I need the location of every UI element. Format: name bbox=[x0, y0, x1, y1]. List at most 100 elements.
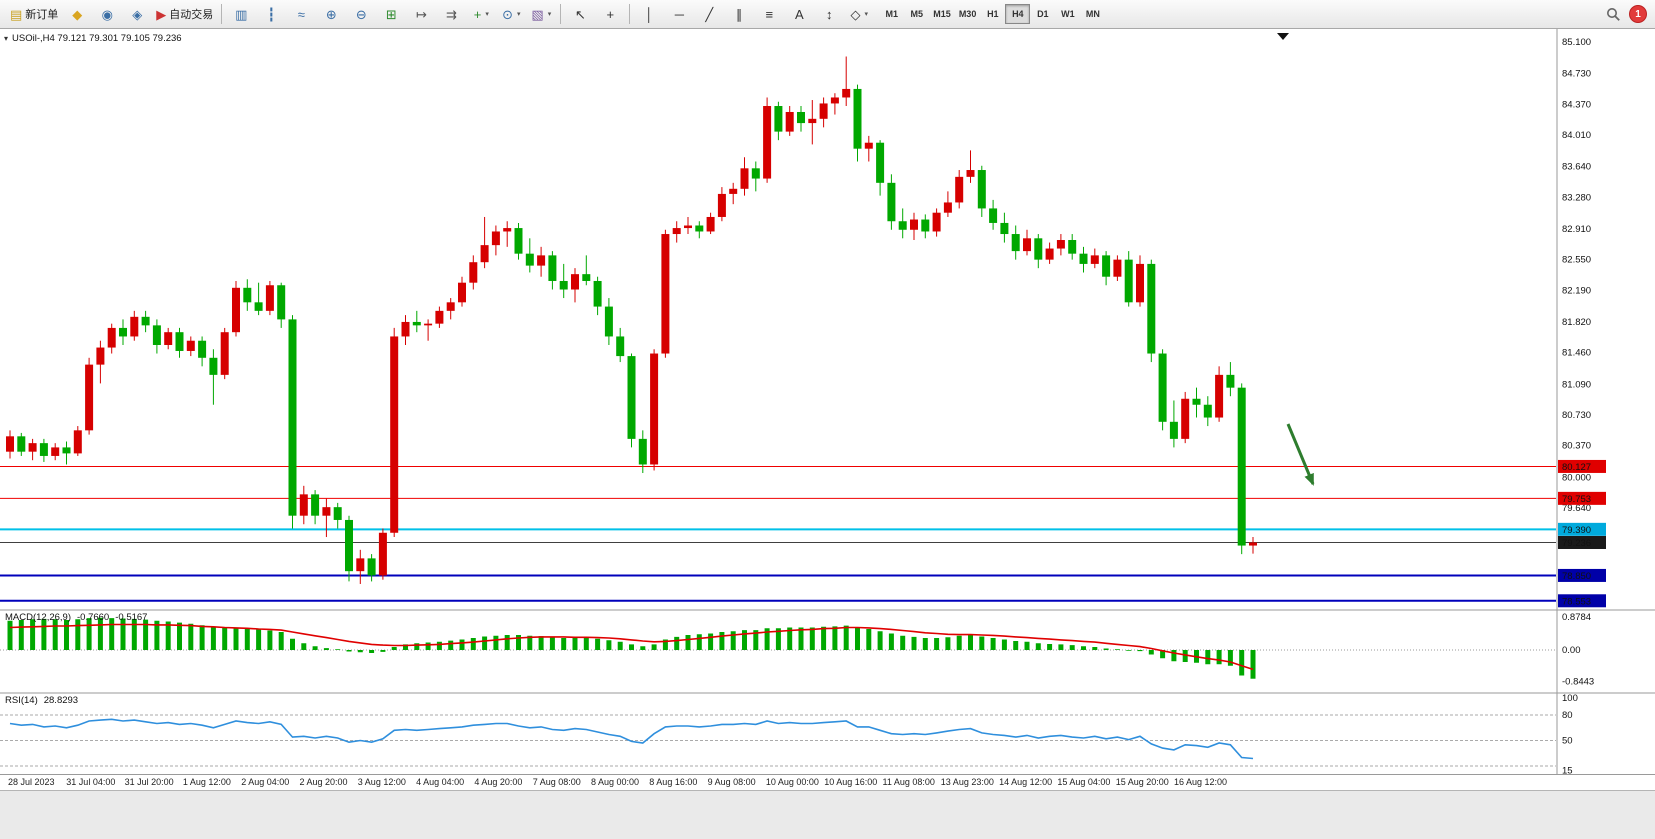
chart-shift-icon: ⇉ bbox=[445, 6, 457, 22]
rsi-axis-label: 100 bbox=[1562, 693, 1578, 704]
candle bbox=[469, 262, 478, 283]
candlestick-chart-button[interactable]: ┇ bbox=[256, 2, 286, 26]
line-chart-button[interactable]: ≈ bbox=[286, 2, 316, 26]
macd-name: MACD(12,26,9) bbox=[5, 612, 71, 623]
chart-window: 85.100 84.730 84.370 84.010 83.640 83.280 82.9… bbox=[0, 29, 1655, 790]
candle bbox=[1023, 238, 1031, 252]
trendline-button[interactable]: ╱ bbox=[694, 2, 724, 26]
timeframe-mn[interactable]: MN bbox=[1085, 9, 1100, 19]
time-label: 11 Aug 08:00 bbox=[882, 777, 935, 787]
candle bbox=[322, 507, 331, 516]
time-label: 1 Aug 12:00 bbox=[182, 777, 231, 787]
market-watch-button[interactable]: ◉ bbox=[92, 2, 122, 26]
text-button[interactable]: A bbox=[784, 2, 814, 26]
collapse-icon[interactable]: ▾ bbox=[4, 34, 9, 43]
channel-button[interactable]: ∥ bbox=[724, 2, 754, 26]
search-icon[interactable] bbox=[1606, 7, 1621, 22]
timeframe-h4[interactable]: H4 bbox=[1005, 4, 1031, 24]
vertical-line-button[interactable]: │ bbox=[634, 2, 664, 26]
candle bbox=[1124, 259, 1133, 303]
time-label: 7 Aug 08:00 bbox=[532, 777, 581, 787]
new-order-button[interactable]: ▤ 新订单 bbox=[6, 2, 62, 26]
candle bbox=[412, 321, 421, 326]
candle bbox=[164, 332, 173, 345]
zoom-out-icon: ⊖ bbox=[355, 6, 367, 22]
candle bbox=[130, 316, 139, 337]
candle bbox=[672, 228, 681, 235]
crosshair-button[interactable]: + bbox=[595, 2, 625, 26]
tile-windows-button[interactable]: ⊞ bbox=[376, 2, 406, 26]
chart-shift-button[interactable]: ⇉ bbox=[436, 2, 466, 26]
price-badge-label: 80.127 bbox=[1562, 462, 1591, 473]
candle bbox=[1215, 374, 1224, 418]
timeframe-w1[interactable]: W1 bbox=[1061, 9, 1075, 19]
candle bbox=[51, 447, 60, 456]
data-window-icon: ◈ bbox=[132, 6, 143, 22]
chevron-down-icon: ▾ bbox=[547, 11, 552, 18]
time-label: 10 Aug 00:00 bbox=[765, 777, 819, 787]
fibonacci-button[interactable]: ≡ bbox=[754, 2, 784, 26]
candle bbox=[1068, 240, 1077, 254]
candle bbox=[932, 212, 941, 232]
rsi-label: RSI(14) 28.8293 bbox=[5, 695, 78, 706]
zoom-in-button[interactable]: ⊕ bbox=[316, 2, 346, 26]
autotrade-button[interactable]: ▶ 自动交易 bbox=[152, 2, 217, 26]
macd-axis-label: -0.8443 bbox=[1562, 677, 1594, 688]
price-axis-label: 84.010 bbox=[1562, 130, 1591, 141]
bar-chart-icon: ▥ bbox=[235, 6, 248, 22]
bar-chart-button[interactable]: ▥ bbox=[226, 2, 256, 26]
new-order-label: 新订单 bbox=[25, 9, 59, 21]
cursor-button[interactable]: ↖ bbox=[565, 2, 595, 26]
shapes-button[interactable]: ◇ ▾ bbox=[844, 2, 874, 26]
auto-scroll-button[interactable]: ↦ bbox=[406, 2, 436, 26]
time-label: 3 Aug 12:00 bbox=[357, 777, 406, 787]
candle bbox=[243, 287, 252, 303]
candle bbox=[232, 287, 240, 333]
time-label: 4 Aug 20:00 bbox=[474, 777, 523, 787]
new-chart-button[interactable]: + ▾ bbox=[466, 2, 496, 26]
timeframe-m30[interactable]: M30 bbox=[958, 9, 977, 19]
crosshair-icon: + bbox=[606, 6, 615, 22]
candle bbox=[910, 219, 918, 230]
horizontal-line-button[interactable]: ─ bbox=[664, 2, 694, 26]
layout-profiles-icon: ◆ bbox=[72, 6, 83, 22]
time-label: 2 Aug 04:00 bbox=[241, 777, 290, 787]
trendline-icon: ╱ bbox=[705, 6, 714, 22]
candle bbox=[582, 274, 591, 281]
notification-badge[interactable]: 1 bbox=[1629, 5, 1647, 23]
timeframe-d1[interactable]: D1 bbox=[1037, 9, 1049, 19]
zoom-out-button[interactable]: ⊖ bbox=[346, 2, 376, 26]
candle bbox=[401, 321, 410, 337]
arrows-icon: ↕ bbox=[826, 6, 833, 22]
candle bbox=[378, 532, 387, 576]
candle bbox=[1136, 263, 1144, 303]
time-label: 15 Aug 04:00 bbox=[1057, 777, 1111, 787]
arrows-button[interactable]: ↕ bbox=[814, 2, 844, 26]
candle bbox=[356, 558, 365, 572]
chart-canvas[interactable]: 85.100 84.730 84.370 84.010 83.640 83.280 82.9… bbox=[0, 29, 1655, 775]
price-axis-label: 81.090 bbox=[1562, 379, 1591, 390]
price-badge bbox=[1558, 491, 1606, 505]
chart-shift-marker-icon bbox=[1277, 33, 1289, 40]
time-axis[interactable]: 28 Jul 2023 31 Jul 04:00 31 Jul 20:00 1 Aug… bbox=[0, 775, 1655, 790]
candle bbox=[277, 285, 286, 320]
time-label: 28 Jul 2023 bbox=[8, 777, 55, 787]
timeframe-m5[interactable]: M5 bbox=[910, 9, 924, 19]
timeframe-h1[interactable]: H1 bbox=[987, 9, 999, 19]
candle bbox=[186, 340, 195, 351]
price-axis-label: 80.730 bbox=[1562, 410, 1591, 421]
timeframe-m15[interactable]: M15 bbox=[933, 9, 951, 19]
layout-profiles-button[interactable]: ◆ bbox=[62, 2, 92, 26]
candle bbox=[107, 327, 116, 348]
candle bbox=[955, 176, 964, 203]
candle bbox=[209, 357, 218, 375]
timeframe-m1[interactable]: M1 bbox=[885, 9, 899, 19]
periods-button[interactable]: ⊙ ▾ bbox=[496, 2, 526, 26]
rsi-value: 28.8293 bbox=[43, 695, 79, 706]
data-window-button[interactable]: ◈ bbox=[122, 2, 152, 26]
candle bbox=[1056, 240, 1065, 249]
templates-button[interactable]: ▧ ▾ bbox=[526, 2, 556, 26]
candle bbox=[73, 430, 82, 454]
candle bbox=[514, 228, 523, 254]
chart-title-text: USOil-,H4 79.121 79.301 79.105 79.236 bbox=[12, 33, 182, 44]
